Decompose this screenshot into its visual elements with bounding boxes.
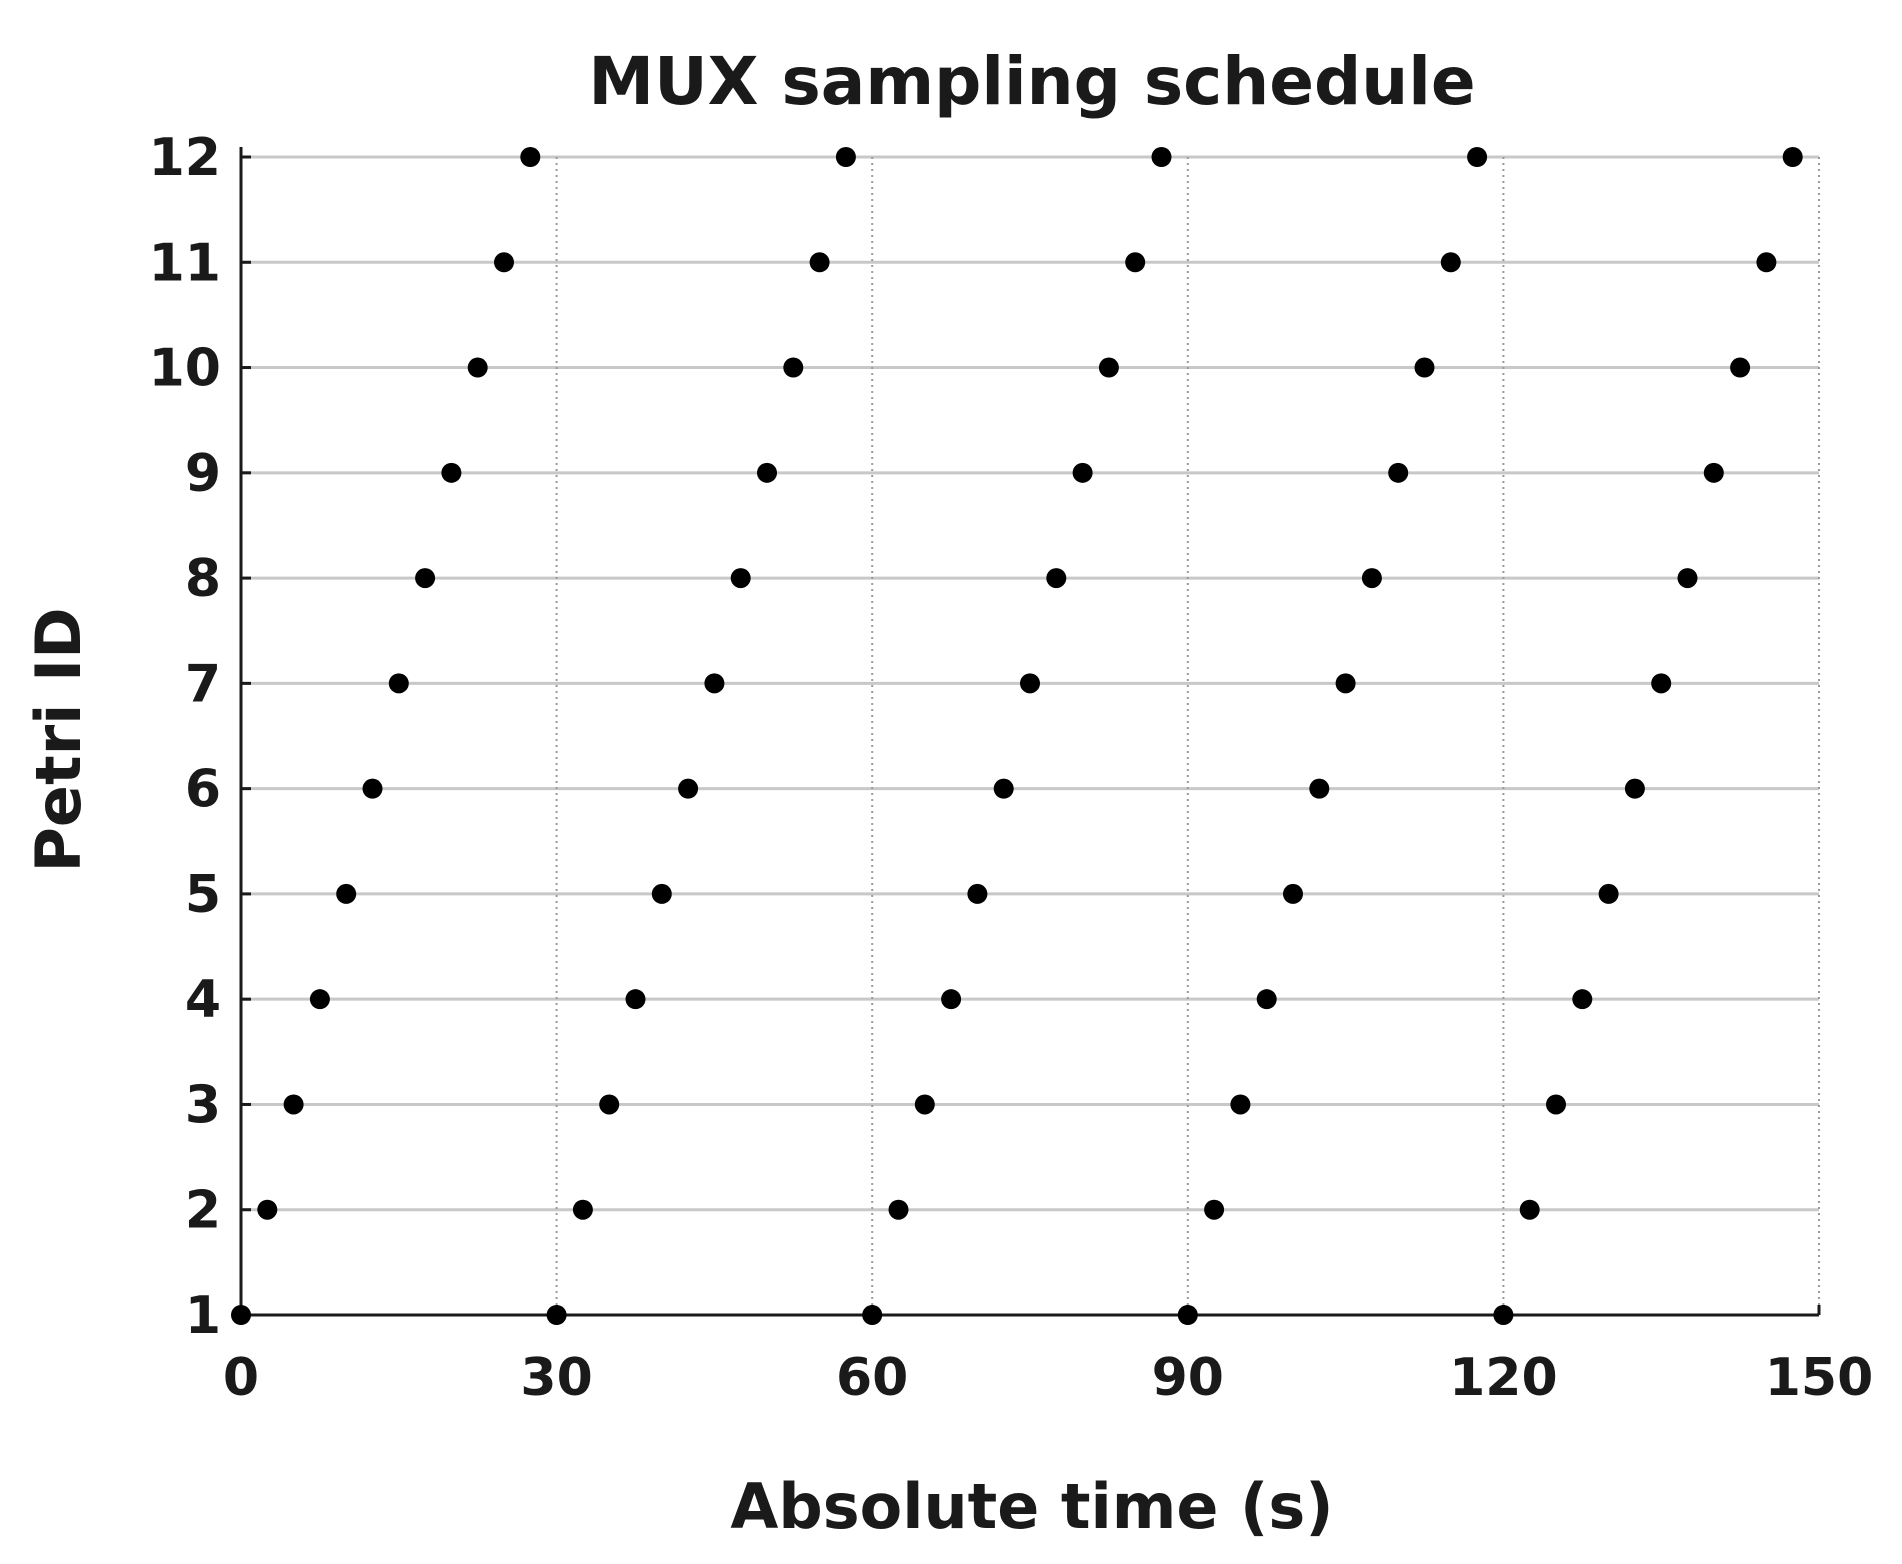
data-point: [783, 357, 804, 378]
data-point: [1467, 147, 1488, 167]
chart-title: MUX sampling schedule: [588, 43, 1475, 120]
data-point: [914, 1094, 935, 1115]
x-tick-label: 30: [520, 1348, 592, 1408]
data-point: [309, 989, 330, 1010]
data-point: [1546, 1094, 1566, 1115]
y-tick-label: 11: [149, 233, 221, 293]
data-point: [993, 778, 1014, 799]
data-point: [941, 989, 962, 1010]
y-tick-label: 5: [185, 865, 221, 925]
y-tick-label: 10: [149, 339, 221, 399]
data-point: [1204, 1199, 1225, 1220]
data-point: [1309, 778, 1330, 799]
y-tick-label: 8: [185, 549, 221, 609]
data-point: [1572, 989, 1593, 1010]
x-tick-label: 150: [1765, 1348, 1874, 1408]
data-point: [967, 883, 988, 904]
data-point: [1756, 252, 1777, 273]
y-tick-label: 3: [185, 1075, 221, 1135]
data-point: [1598, 883, 1619, 904]
data-point: [1020, 673, 1040, 694]
data-point: [1256, 989, 1277, 1010]
y-tick-label: 12: [149, 128, 221, 188]
data-point: [441, 462, 462, 483]
data-point: [809, 252, 830, 273]
data-point: [1388, 462, 1409, 483]
data-point: [1151, 147, 1172, 167]
data-point: [572, 1199, 593, 1220]
data-point: [1703, 462, 1724, 483]
data-point: [1519, 1199, 1540, 1220]
data-point: [1098, 357, 1119, 378]
y-axis-label: Petri ID: [22, 607, 95, 872]
data-points: [231, 147, 1803, 1325]
data-point: [415, 568, 436, 589]
x-axis-label: Absolute time (s): [730, 1470, 1333, 1543]
y-tick-label: 6: [185, 760, 221, 820]
data-point: [257, 1199, 278, 1220]
data-point: [1177, 1305, 1198, 1325]
data-point: [1125, 252, 1146, 273]
x-tick-label: 90: [1152, 1348, 1224, 1408]
data-point: [1493, 1305, 1514, 1325]
data-point: [520, 147, 541, 167]
data-point: [1283, 883, 1303, 904]
x-tick-label: 60: [836, 1348, 908, 1408]
data-point: [1361, 568, 1382, 589]
data-point: [835, 147, 856, 167]
y-tick-label: 2: [185, 1181, 221, 1241]
y-tick-label: 1: [185, 1286, 221, 1346]
data-point: [757, 462, 777, 483]
data-point: [678, 778, 699, 799]
y-tick-label: 9: [185, 444, 221, 504]
data-point: [1730, 357, 1751, 378]
data-point: [1230, 1094, 1251, 1115]
data-point: [1782, 147, 1803, 167]
data-point: [1046, 568, 1067, 589]
y-tick-label: 7: [185, 654, 221, 714]
data-point: [283, 1094, 304, 1115]
data-point: [362, 778, 383, 799]
y-tick-label: 4: [185, 970, 221, 1030]
data-point: [730, 568, 751, 589]
data-point: [1677, 568, 1698, 589]
data-point: [388, 673, 409, 694]
data-point: [1335, 673, 1356, 694]
data-point: [1440, 252, 1461, 273]
data-point: [494, 252, 514, 273]
data-point: [862, 1305, 883, 1325]
data-point: [704, 673, 725, 694]
x-tick-label: 0: [223, 1348, 259, 1408]
data-point: [546, 1305, 567, 1325]
data-point: [651, 883, 672, 904]
data-point: [888, 1199, 909, 1220]
data-point: [1624, 778, 1645, 799]
axes: [239, 147, 1821, 1317]
data-point: [1414, 357, 1435, 378]
data-point: [1651, 673, 1672, 694]
data-point: [336, 883, 357, 904]
data-point: [625, 989, 646, 1010]
data-point: [231, 1305, 251, 1325]
x-tick-label: 120: [1449, 1348, 1558, 1408]
data-point: [599, 1094, 620, 1115]
data-point: [467, 357, 488, 378]
grid-lines: [241, 155, 1820, 1317]
data-point: [1072, 462, 1093, 483]
